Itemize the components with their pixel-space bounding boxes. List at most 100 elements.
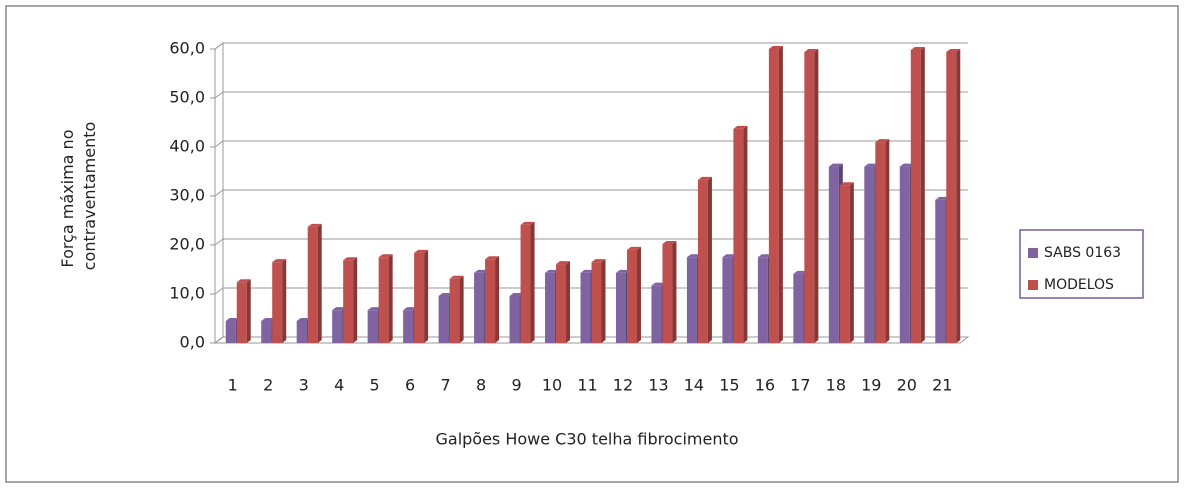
legend-label: MODELOS	[1044, 277, 1114, 293]
x-tick-label: 18	[826, 376, 846, 395]
bar-top	[804, 48, 819, 52]
bar-top	[910, 46, 925, 50]
bar-front	[910, 49, 921, 343]
x-tick-label: 7	[441, 376, 451, 395]
bar-front	[733, 128, 744, 343]
grid-line	[214, 189, 968, 197]
bar-side	[424, 249, 429, 343]
bar-front	[307, 226, 318, 343]
bar-side	[885, 139, 890, 343]
bar-top	[225, 317, 240, 321]
x-axis-label: Galpões Howe C30 telha fibrocimento	[435, 430, 738, 449]
bar-front	[296, 320, 307, 343]
grid-line	[214, 140, 968, 148]
bar-front	[414, 252, 425, 343]
bar-top	[580, 269, 595, 273]
x-tick-label: 10	[542, 376, 562, 395]
x-tick-label: 20	[897, 376, 917, 395]
bar-top	[485, 256, 500, 260]
bar-front	[946, 51, 957, 343]
bar-front	[686, 257, 697, 343]
x-tick-label: 1	[228, 376, 238, 395]
bar-top	[261, 317, 276, 321]
bar-front	[225, 320, 236, 343]
bar-side	[636, 246, 641, 343]
bar-front	[935, 199, 946, 343]
bar-front	[591, 262, 602, 343]
bar-front	[272, 262, 283, 343]
bar-front	[367, 310, 378, 343]
bar-top	[591, 259, 606, 263]
y-tick-label: 20,0	[169, 235, 205, 254]
bar-front	[449, 278, 460, 343]
bar	[520, 221, 535, 343]
bar-top	[343, 257, 358, 261]
x-tick-label: 5	[370, 376, 380, 395]
bar-side	[530, 221, 535, 343]
bar-side	[849, 182, 854, 343]
y-axis-label-line: Força máxima no	[58, 130, 77, 268]
bar-top	[757, 254, 772, 258]
grid-line	[214, 287, 968, 295]
bar-front	[485, 259, 496, 343]
bar-front	[378, 257, 389, 343]
bar-front	[545, 272, 556, 343]
legend-swatch	[1028, 248, 1038, 258]
x-tick-label: 17	[790, 376, 810, 395]
bar-side	[353, 257, 358, 343]
bar-top	[307, 223, 322, 227]
x-tick-label: 14	[684, 376, 704, 395]
bar-side	[743, 125, 748, 344]
bar-front	[474, 272, 485, 343]
x-tick-label: 8	[476, 376, 486, 395]
x-tick-label: 16	[755, 376, 775, 395]
grid-line	[214, 91, 968, 99]
bar-top	[438, 292, 453, 296]
bar	[414, 249, 429, 343]
bar-side	[388, 254, 393, 343]
bar-top	[367, 307, 382, 311]
bar	[307, 223, 322, 343]
bar-side	[814, 48, 819, 343]
bar-top	[626, 246, 641, 250]
y-tick-label: 40,0	[169, 137, 205, 156]
grid-line	[214, 238, 968, 246]
bar-top	[545, 269, 560, 273]
bar-front	[839, 185, 850, 343]
bar-front	[261, 320, 272, 343]
bar-front	[520, 224, 531, 343]
y-axis-label-line: contraventamento	[80, 122, 99, 271]
bar-side	[459, 275, 464, 343]
bar-top	[686, 254, 701, 258]
x-tick-label: 3	[299, 376, 309, 395]
x-tick-label: 21	[932, 376, 952, 395]
bar	[697, 176, 712, 343]
bar-front	[793, 273, 804, 343]
bar-front	[556, 264, 567, 343]
bar	[875, 139, 890, 343]
bar-front	[651, 285, 662, 343]
bar-top	[828, 163, 843, 167]
y-tick-label: 0,0	[180, 333, 205, 352]
bar-front	[236, 282, 247, 343]
bar	[946, 48, 961, 343]
bar-front	[899, 166, 910, 343]
bar	[378, 254, 393, 343]
bar-side	[601, 259, 606, 343]
bar	[343, 257, 358, 343]
x-tick-label: 11	[577, 376, 597, 395]
bar-side	[672, 241, 677, 343]
bar-top	[403, 307, 418, 311]
bar-top	[414, 249, 429, 253]
bar-top	[378, 254, 393, 258]
bar	[910, 46, 925, 343]
bar	[591, 259, 606, 343]
legend-label: SABS 0163	[1044, 245, 1121, 261]
x-tick-label: 13	[648, 376, 668, 395]
bar-top	[733, 125, 748, 129]
bar-top	[449, 275, 464, 279]
bar-front	[626, 249, 637, 343]
bar-top	[332, 307, 347, 311]
bar	[626, 246, 641, 343]
